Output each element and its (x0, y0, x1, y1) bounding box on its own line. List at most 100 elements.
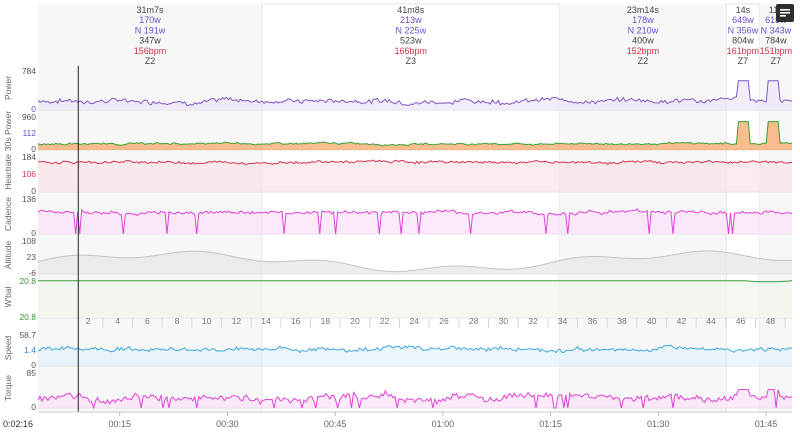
series-line-altitude (37, 250, 793, 273)
interval-label: Z7 (738, 56, 749, 66)
lap-marker: 38 (617, 316, 627, 326)
lap-marker: 6 (145, 316, 150, 326)
series-fill-wbal (38, 280, 792, 318)
tick-label-power30: 0 (31, 144, 36, 154)
lap-marker: 2 (86, 316, 91, 326)
comment-icon[interactable] (776, 4, 794, 22)
panel-label-hr: Heartrate (3, 154, 13, 190)
panel-label-cadence: Cadence (3, 197, 13, 231)
lap-marker: 18 (321, 316, 331, 326)
lap-marker: 16 (291, 316, 301, 326)
lap-marker: 12 (232, 316, 242, 326)
tick-label-power: 0 (31, 104, 36, 114)
tick-label-altitude: 23 (27, 252, 37, 262)
tick-label-power30: 960 (22, 112, 36, 122)
interval-label: N 225w (396, 25, 427, 35)
x-tick-label: 01:30 (647, 419, 670, 429)
tick-label-speed: 58.7 (19, 330, 36, 340)
lap-marker: 34 (558, 316, 568, 326)
lap-marker: 4 (115, 316, 120, 326)
interval-label: 213w (400, 15, 422, 25)
interval-label: 400w (632, 36, 654, 46)
lap-marker: 28 (469, 316, 479, 326)
tick-label-speed: 0 (31, 360, 36, 370)
tick-label-speed: 1.4 (24, 345, 36, 355)
series-line-cadence (37, 208, 793, 235)
interval-label: 161bpm (727, 46, 760, 56)
series-line-hr (37, 159, 793, 166)
interval-label: N 356w (728, 25, 759, 35)
series-fill-cadence (38, 208, 792, 234)
tick-label-wbal: 20.8 (19, 276, 36, 286)
tick-label-altitude: -6 (28, 268, 36, 278)
series-line-power (37, 80, 793, 107)
series-fill-altitude (38, 250, 792, 274)
tick-label-cadence: 136 (22, 194, 36, 204)
interval-box (261, 3, 561, 413)
interval-label: N 343w (761, 25, 792, 35)
tick-label-hr: 106 (22, 169, 36, 179)
interval-label: Z2 (145, 56, 156, 66)
series-fill-hr (38, 160, 792, 192)
lap-marker: 44 (706, 316, 716, 326)
interval-label: 41m8s (397, 5, 425, 15)
interval-label: N 210w (628, 25, 659, 35)
x-tick-label: 00:45 (324, 419, 347, 429)
lap-marker: 42 (677, 316, 687, 326)
interval-label: 14s (736, 5, 751, 15)
lap-marker: 32 (528, 316, 538, 326)
lap-marker: 46 (736, 316, 746, 326)
series-fill-speed (38, 345, 792, 366)
interval-label: 152bpm (627, 46, 660, 56)
series-line-power30 (37, 121, 793, 147)
tick-label-altitude: 108 (22, 236, 36, 246)
x-tick-label: 01:00 (432, 419, 455, 429)
lap-marker: 26 (439, 316, 449, 326)
tick-label-cadence: 0 (31, 228, 36, 238)
panel-label-power30: 30s Power (3, 111, 13, 151)
lap-marker: 48 (766, 316, 776, 326)
lap-marker: 40 (647, 316, 657, 326)
interval-box (759, 4, 792, 412)
interval-label: 23m14s (627, 5, 660, 15)
series-line-speed (37, 344, 793, 354)
tick-label-torque: 0 (31, 402, 36, 412)
interval-label: Z2 (638, 56, 649, 66)
lap-marker: 8 (175, 316, 180, 326)
interval-label: 649w (732, 15, 754, 25)
lap-marker: 10 (202, 316, 212, 326)
lap-marker: 36 (588, 316, 598, 326)
interval-label: Z3 (406, 56, 417, 66)
tick-label-power: 784 (22, 66, 36, 76)
interval-label: Z7 (771, 56, 782, 66)
interval-box (38, 4, 262, 412)
x-tick-label: 01:45 (755, 419, 778, 429)
lap-marker: 14 (261, 316, 271, 326)
tick-label-hr: 184 (22, 152, 36, 162)
interval-label: 170w (139, 15, 161, 25)
cursor-time-label: 0:02:16 (3, 419, 33, 429)
interval-label: 151bpm (760, 46, 793, 56)
interval-label: 804w (732, 36, 754, 46)
interval-label: 347w (139, 36, 161, 46)
lap-marker: 30 (499, 316, 509, 326)
interval-label: 178w (632, 15, 654, 25)
series-line-wbal (38, 280, 793, 283)
x-tick-label: 01:15 (539, 419, 562, 429)
lap-marker: 24 (410, 316, 420, 326)
lap-marker: 22 (380, 316, 390, 326)
tick-label-wbal: 20.8 (19, 312, 36, 322)
interval-box (559, 4, 727, 412)
interval-label: 31m7s (136, 5, 164, 15)
panel-label-power: Power (3, 76, 13, 100)
series-line-torque (37, 389, 793, 410)
interval-label: N 191w (135, 25, 166, 35)
x-tick-label: 00:30 (216, 419, 239, 429)
panel-label-speed: Speed (3, 335, 13, 360)
lap-marker: 20 (350, 316, 360, 326)
tick-label-hr: 0 (31, 186, 36, 196)
panel-label-torque: Torque (3, 375, 13, 401)
panel-label-wbal: W'bal (3, 286, 13, 307)
interval-label: 166bpm (395, 46, 428, 56)
